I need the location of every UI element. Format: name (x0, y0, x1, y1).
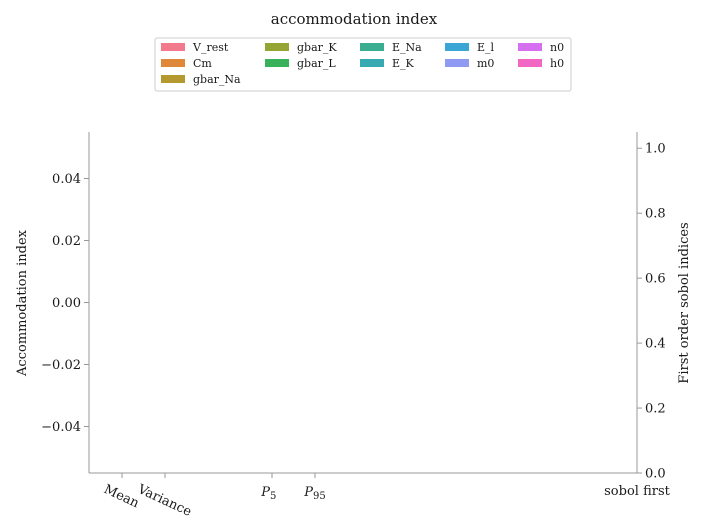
y-axis-label: Accommodation index (15, 229, 30, 377)
legend-swatch (161, 59, 185, 67)
y-right-tick-label: 0.4 (645, 337, 666, 352)
legend-label: E_K (392, 57, 415, 70)
legend-label: n0 (550, 41, 564, 54)
legend-label: gbar_K (297, 41, 337, 54)
x-tick-label: P 95 (303, 485, 325, 502)
legend-swatch (265, 43, 289, 51)
y-tick-label: 0.02 (52, 234, 81, 249)
y-tick-label: 0.04 (52, 172, 81, 187)
legend-swatch (445, 59, 469, 67)
y-right-tick-label: 0.6 (645, 272, 666, 287)
legend-swatch (360, 43, 384, 51)
y-tick-label: −0.02 (41, 358, 81, 373)
x-tick-label: Variance (134, 482, 194, 520)
legend-label: E_l (477, 41, 495, 54)
legend: V_rest Cm gbar_Na gbar_K gbar_L E_Na E_K E_l m0 n… (154, 37, 572, 92)
legend-label: V_rest (192, 41, 229, 54)
legend-swatch (360, 59, 384, 67)
legend-swatch (518, 59, 542, 67)
legend-label: m0 (477, 57, 494, 70)
y-right-tick-label: 0.2 (645, 402, 666, 417)
legend-label: h0 (550, 57, 564, 70)
x-tick-label-subscript: 95 (313, 491, 326, 502)
y-axis-label-right: First order sobol indices (677, 222, 692, 383)
legend-swatch (518, 43, 542, 51)
legend-label: gbar_L (297, 57, 336, 70)
axes: 0.04 0.02 0.00 −0.02 −0.04 0.0 0.2 0.4 0.6 0.8 1.0… (41, 132, 671, 520)
legend-label: E_Na (392, 41, 422, 54)
x-tick-label-main: P (303, 485, 313, 500)
y-right-tick-label: 1.0 (645, 142, 666, 157)
legend-label: Cm (193, 57, 212, 70)
y-tick-label: 0.00 (52, 296, 81, 311)
x-tick-label-subscript: 5 (270, 491, 276, 502)
x-tick-label: sobol first (604, 484, 670, 499)
legend-swatch (265, 59, 289, 67)
y-right-tick-label: 0.0 (645, 467, 666, 482)
x-tick-label: Mean (101, 482, 142, 512)
legend-swatch (161, 43, 185, 51)
chart-title: accommodation index (271, 10, 438, 28)
legend-swatch (445, 43, 469, 51)
x-tick-label-main: P (260, 485, 270, 500)
legend-label: gbar_Na (193, 73, 241, 86)
y-tick-label: −0.04 (41, 420, 81, 435)
y-right-tick-label: 0.8 (645, 207, 666, 222)
legend-swatch (161, 75, 185, 83)
